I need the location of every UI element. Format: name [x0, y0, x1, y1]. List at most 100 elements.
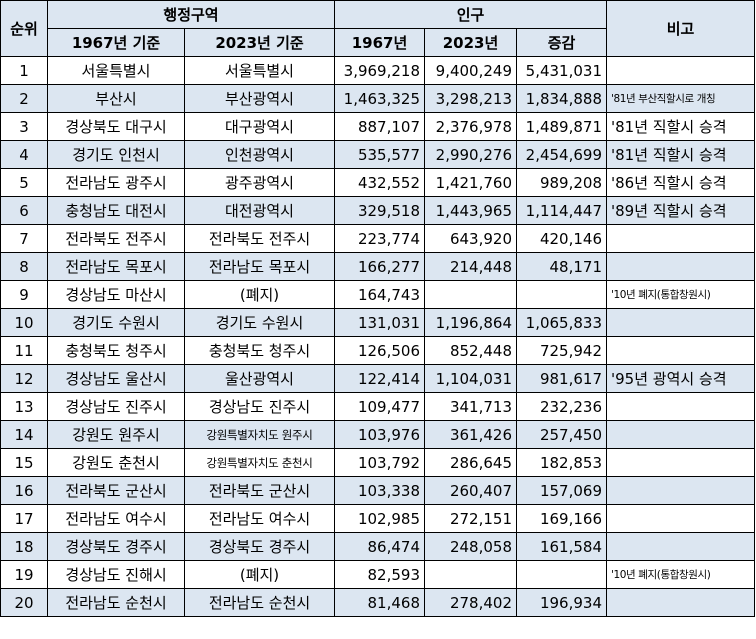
pop-1967-header: 1967년: [334, 28, 425, 57]
table-row: 18 경상북도 경주시 경상북도 경주시 86,474 248,058 161,584: [0, 532, 755, 561]
pop-2023-cell: 248,058: [424, 532, 517, 561]
notes-header: 비고: [606, 0, 755, 57]
region-2023-cell: 대전광역시: [184, 196, 335, 225]
table-row: 9 경상남도 마산시 (폐지) 164,743 '10년 폐지(통합창원시): [0, 280, 755, 309]
change-cell: 2,454,699: [516, 140, 607, 169]
region-2023-cell: 광주광역시: [184, 168, 335, 197]
table-row: 17 전라남도 여수시 전라남도 여수시 102,985 272,151 169,166: [0, 504, 755, 533]
note-cell: [606, 308, 755, 337]
region-2023-cell: 인천광역시: [184, 140, 335, 169]
change-cell: 157,069: [516, 476, 607, 505]
pop-1967-cell: 887,107: [334, 112, 425, 141]
change-cell: 232,236: [516, 392, 607, 421]
pop-2023-cell: 361,426: [424, 420, 517, 449]
pop-1967-cell: 131,031: [334, 308, 425, 337]
region-2023-cell: 서울특별시: [184, 56, 335, 85]
rank-cell: 9: [0, 280, 48, 309]
change-header: 증감: [516, 28, 607, 57]
rank-cell: 12: [0, 364, 48, 393]
pop-1967-cell: 109,477: [334, 392, 425, 421]
table-row: 19 경상남도 진해시 (폐지) 82,593 '10년 폐지(통합창원시): [0, 560, 755, 589]
note-cell: '95년 광역시 승격: [606, 364, 755, 393]
pop-1967-cell: 102,985: [334, 504, 425, 533]
region-2023-cell: 충청북도 청주시: [184, 336, 335, 365]
pop-2023-cell: 1,196,864: [424, 308, 517, 337]
pop-1967-cell: 329,518: [334, 196, 425, 225]
change-cell: 48,171: [516, 252, 607, 281]
note-cell: '89년 직할시 승격: [606, 196, 755, 225]
rank-cell: 20: [0, 588, 48, 617]
table-row: 3 경상북도 대구시 대구광역시 887,107 2,376,978 1,489,871 '…: [0, 112, 755, 141]
region-1967-cell: 경상남도 마산시: [47, 280, 185, 309]
region-1967-cell: 강원도 원주시: [47, 420, 185, 449]
region-2023-cell: (폐지): [184, 560, 335, 589]
population-table: 순위 행정구역 인구 비고 1967년 기준 2023년 기준 1967년 20…: [0, 0, 755, 617]
pop-1967-cell: 535,577: [334, 140, 425, 169]
region-2023-cell: (폐지): [184, 280, 335, 309]
rank-cell: 8: [0, 252, 48, 281]
note-cell: '10년 폐지(통합창원시): [606, 560, 755, 589]
pop-1967-cell: 166,277: [334, 252, 425, 281]
rank-cell: 6: [0, 196, 48, 225]
region-1967-cell: 충청남도 대전시: [47, 196, 185, 225]
change-cell: 1,489,871: [516, 112, 607, 141]
region-2023-cell: 경상북도 경주시: [184, 532, 335, 561]
region-2023-cell: 경상남도 진주시: [184, 392, 335, 421]
region-1967-cell: 서울특별시: [47, 56, 185, 85]
table-row: 4 경기도 인천시 인천광역시 535,577 2,990,276 2,454,699'8…: [0, 140, 755, 169]
note-cell: [606, 56, 755, 85]
pop-2023-cell: 3,298,213: [424, 84, 517, 113]
change-cell: 257,450: [516, 420, 607, 449]
rank-cell: 3: [0, 112, 48, 141]
region-2023-cell: 전라북도 군산시: [184, 476, 335, 505]
table-row: 10 경기도 수원시 경기도 수원시 131,031 1,196,864 1,065,83…: [0, 308, 755, 337]
note-cell: '81년 부산직할시로 개칭: [606, 84, 755, 113]
region-1967-cell: 전라북도 전주시: [47, 224, 185, 253]
pop-2023-cell: 1,104,031: [424, 364, 517, 393]
pop-1967-cell: 103,792: [334, 448, 425, 477]
region-2023-cell: 경기도 수원시: [184, 308, 335, 337]
pop-1967-cell: 223,774: [334, 224, 425, 253]
change-cell: 5,431,031: [516, 56, 607, 85]
pop-2023-cell: 9,400,249: [424, 56, 517, 85]
table-row: 1 서울특별시 서울특별시 3,969,218 9,400,249 5,431,031: [0, 56, 755, 85]
rank-cell: 17: [0, 504, 48, 533]
change-cell: 725,942: [516, 336, 607, 365]
table-body: 1 서울특별시 서울특별시 3,969,218 9,400,249 5,431,031 2 부…: [0, 56, 755, 617]
region-1967-cell: 전라남도 순천시: [47, 588, 185, 617]
note-cell: [606, 532, 755, 561]
region-2023-cell: 울산광역시: [184, 364, 335, 393]
admin-region-header: 행정구역: [47, 0, 335, 29]
table-row: 15 강원도 춘천시 강원특별자치도 춘천시 103,792 286,645 182,85…: [0, 448, 755, 477]
pop-2023-cell: 272,151: [424, 504, 517, 533]
rank-cell: 7: [0, 224, 48, 253]
pop-2023-cell: 2,376,978: [424, 112, 517, 141]
change-cell: 981,617: [516, 364, 607, 393]
rank-cell: 15: [0, 448, 48, 477]
region-1967-cell: 경상북도 경주시: [47, 532, 185, 561]
region-2023-header: 2023년 기준: [184, 28, 335, 57]
change-cell: 169,166: [516, 504, 607, 533]
pop-1967-cell: 81,468: [334, 588, 425, 617]
pop-2023-cell: 852,448: [424, 336, 517, 365]
change-cell: 161,584: [516, 532, 607, 561]
note-cell: [606, 336, 755, 365]
note-cell: '81년 직할시 승격: [606, 112, 755, 141]
pop-2023-cell: 643,920: [424, 224, 517, 253]
pop-2023-cell: 260,407: [424, 476, 517, 505]
pop-1967-cell: 164,743: [334, 280, 425, 309]
change-cell: 196,934: [516, 588, 607, 617]
change-cell: 420,146: [516, 224, 607, 253]
pop-2023-cell: [424, 560, 517, 589]
change-cell: [516, 280, 607, 309]
region-2023-cell: 강원특별자치도 원주시: [184, 420, 335, 449]
region-2023-cell: 강원특별자치도 춘천시: [184, 448, 335, 477]
region-1967-cell: 부산시: [47, 84, 185, 113]
region-1967-cell: 경기도 인천시: [47, 140, 185, 169]
pop-2023-cell: 1,443,965: [424, 196, 517, 225]
pop-2023-header: 2023년: [424, 28, 517, 57]
population-header: 인구: [334, 0, 607, 29]
rank-cell: 10: [0, 308, 48, 337]
table-row: 7 전라북도 전주시 전라북도 전주시 223,774 643,920 420,146: [0, 224, 755, 253]
note-cell: [606, 252, 755, 281]
